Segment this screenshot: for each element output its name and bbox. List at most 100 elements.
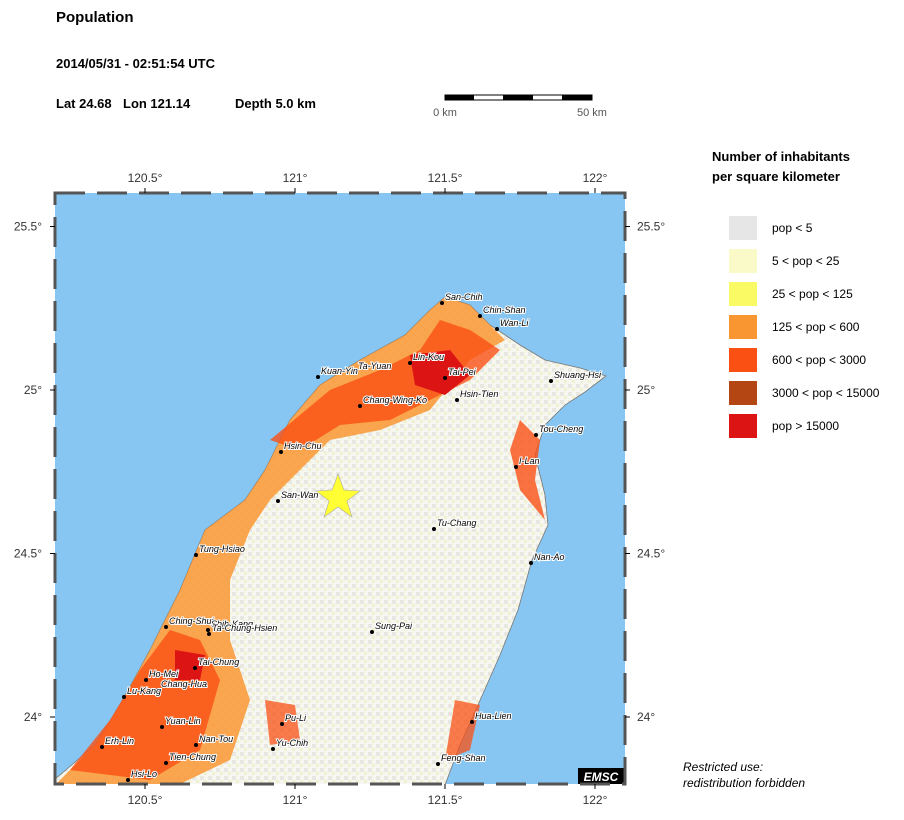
legend-title: Number of inhabitants [712, 149, 850, 164]
city-dot [455, 398, 459, 402]
city-label: Chang-Wing-Ko [363, 395, 427, 405]
lat-tick-label: 25.5° [637, 220, 665, 234]
scale-end: 50 km [577, 107, 607, 119]
lon-tick-label: 122° [583, 793, 608, 807]
city-label: Lu-Kang [127, 686, 161, 696]
city-label: Lin-Kou [413, 352, 444, 362]
city-dot [534, 433, 538, 437]
lon-tick-label: 122° [583, 171, 608, 185]
city-label: Pu-Li [285, 713, 307, 723]
lat: Lat 24.68 [56, 96, 112, 111]
city-dot [160, 725, 164, 729]
city-label: Shih-Kang [211, 619, 253, 629]
city-label: Erh-Lin [105, 736, 134, 746]
city-dot [164, 625, 168, 629]
city-dot [276, 499, 280, 503]
legend-label: pop < 5 [772, 221, 813, 235]
legend-label: 600 < pop < 3000 [772, 353, 866, 367]
city-label: Kuan-Yin [321, 366, 358, 376]
city-label: Ta-Yuan [358, 361, 391, 371]
city-label: Sung-Pai [375, 621, 413, 631]
city-dot [279, 450, 283, 454]
legend-swatch [729, 216, 757, 240]
city-label: Tung-Hsiao [199, 544, 245, 554]
city-label: Ching-Shui [169, 616, 215, 626]
scale-start: 0 km [433, 107, 457, 119]
city-label: Ta-Chung-Hsien [212, 623, 277, 633]
datetime: 2014/05/31 - 02:51:54 UTC [56, 56, 216, 71]
city-label: Chang-Hua [161, 679, 207, 689]
city-dot [353, 370, 357, 374]
legend-swatch [729, 414, 757, 438]
city-label: Hsi-Lo [131, 769, 157, 779]
city-label: Hsin-Chu [284, 441, 322, 451]
lat-tick-label: 24° [24, 710, 42, 724]
city-label: Hsin-Tien [460, 389, 498, 399]
city-dot [194, 743, 198, 747]
legend-label: 5 < pop < 25 [772, 254, 840, 268]
city-label: Hua-Lien [475, 711, 512, 721]
city-dot [408, 361, 412, 365]
city-dot [436, 762, 440, 766]
legend-swatch [729, 249, 757, 273]
city-dot [144, 678, 148, 682]
lat-tick-label: 25° [637, 383, 655, 397]
scale-bar [444, 94, 593, 101]
lon-tick-label: 121° [283, 793, 308, 807]
city-label: Chin-Shan [483, 305, 526, 315]
city-label: San-Chih [445, 292, 483, 302]
legend-label: 3000 < pop < 15000 [772, 386, 880, 400]
lon: Lon 121.14 [123, 96, 191, 111]
city-dot [549, 379, 553, 383]
legend-label: 125 < pop < 600 [772, 320, 860, 334]
city-dot [440, 301, 444, 305]
legend-label: pop > 15000 [772, 419, 839, 433]
city-label: Tai-Pei [448, 367, 477, 377]
city-label: Tien-Chung [169, 752, 216, 762]
city-dot [514, 465, 518, 469]
city-dot [358, 404, 362, 408]
note: Restricted use: [683, 760, 763, 774]
city-label: Tou-Cheng [539, 424, 583, 434]
title: Population [56, 9, 134, 26]
lon-tick-label: 120.5° [128, 793, 163, 807]
city-dot [271, 747, 275, 751]
city-dot [432, 527, 436, 531]
city-dot [126, 778, 130, 782]
lat-tick-label: 25° [24, 383, 42, 397]
credit: EMSC [584, 770, 619, 784]
city-dot [156, 688, 160, 692]
note: redistribution forbidden [683, 776, 805, 790]
city-label: Yuan-Lin [165, 716, 201, 726]
city-dot [370, 630, 374, 634]
city-label: Ho-Mei [149, 669, 179, 679]
lat-tick-label: 24° [637, 710, 655, 724]
city-dot [529, 561, 533, 565]
city-label: Yu-Chih [276, 738, 308, 748]
city-label: Shuang-Hsi [554, 370, 602, 380]
legend-label: 25 < pop < 125 [772, 287, 853, 301]
city-dot [164, 761, 168, 765]
city-dot [443, 376, 447, 380]
city-label: Wan-Li [500, 318, 529, 328]
lat-tick-label: 24.5° [14, 547, 42, 561]
city-dot [316, 375, 320, 379]
city-label: Feng-Shan [441, 753, 486, 763]
city-label: Nan-Ao [534, 552, 565, 562]
lon-tick-label: 121.5° [428, 793, 463, 807]
credit-badge [578, 768, 625, 784]
depth: Depth 5.0 km [235, 96, 316, 111]
legend-swatch [729, 315, 757, 339]
city-label: I-Lan [519, 456, 540, 466]
city-label: Nan-Tou [199, 734, 233, 744]
city-dot [194, 553, 198, 557]
lon-tick-label: 120.5° [128, 171, 163, 185]
city-dot [122, 695, 126, 699]
lat-tick-label: 24.5° [637, 547, 665, 561]
city-dot [280, 722, 284, 726]
legend: pop < 5 5 < pop < 25 25 < pop < 125 125 < p… [729, 216, 880, 438]
city-dot [100, 745, 104, 749]
lat-tick-label: 25.5° [14, 220, 42, 234]
